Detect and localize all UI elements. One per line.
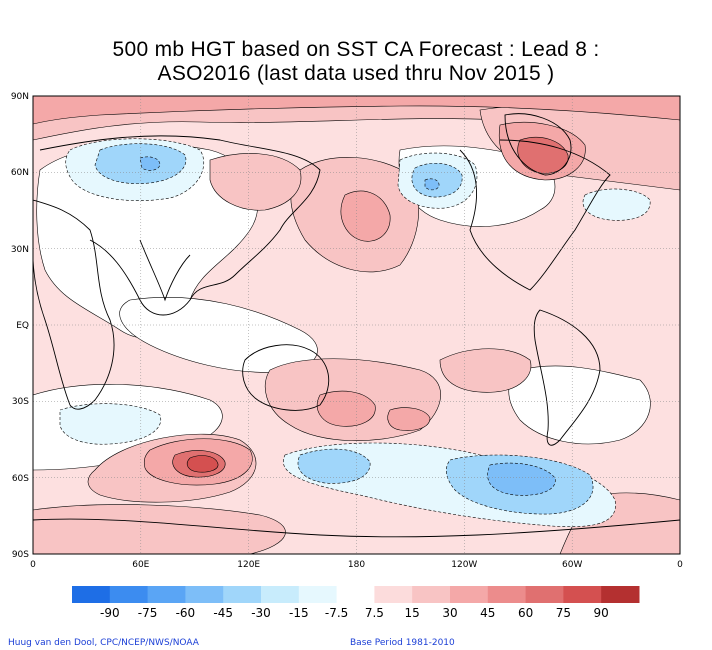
lon-label: 60W (562, 560, 582, 570)
lat-label: 60N (11, 168, 29, 178)
colorbar-tick-label: -60 (176, 606, 196, 620)
colorbar-swatch (261, 586, 300, 603)
colorbar-swatch (72, 586, 111, 603)
colorbar-swatch (601, 586, 640, 603)
lat-label: 60S (12, 474, 29, 484)
colorbar-tick-label: 45 (480, 606, 495, 620)
lon-label: 60E (132, 560, 149, 570)
lon-label: 180 (348, 560, 365, 570)
colorbar-tick-label: 15 (405, 606, 420, 620)
coastline-australia (242, 344, 330, 411)
colorbar-tick-label: 75 (556, 606, 571, 620)
colorbar-tick-label: 30 (442, 606, 457, 620)
coastline-india (139, 239, 191, 302)
negative-15-natl (582, 188, 651, 221)
coastline-antarctica (33, 518, 680, 538)
colorbar-tick-label: 60 (518, 606, 533, 620)
lat-axis-labels: 90N 60N 30N EQ 30S 60S 90S (11, 92, 29, 560)
colorbar-tick-label: 7.5 (365, 606, 384, 620)
chart-title: 500 mb HGT based on SST CA Forecast : Le… (0, 38, 712, 86)
negative-30-asia (94, 143, 187, 184)
negative-30-nepac (411, 162, 463, 198)
map-frame (32, 95, 681, 555)
colorbar-swatch (336, 586, 375, 603)
positive-60-indian (186, 455, 219, 473)
coastline-eurasia (39, 135, 321, 316)
colorbar-tick-label: -7.5 (325, 606, 348, 620)
coastlines (33, 113, 680, 538)
colorbar-swatch (109, 586, 149, 603)
coastline-north-america (459, 139, 611, 291)
colorbar-swatch (374, 586, 413, 603)
positive-region-siberia (209, 153, 302, 211)
colorbar-swatch (185, 586, 224, 603)
coastline-greenland (504, 113, 572, 176)
colorbar-swatch (223, 586, 262, 603)
lon-label: 0 (30, 560, 36, 570)
positive-30-npac (340, 190, 391, 242)
colorbar-tick-label: -30 (251, 606, 271, 620)
lat-label: EQ (16, 321, 29, 331)
colorbar-tick-label: -90 (100, 606, 120, 620)
colorbar-tick-label: -15 (289, 606, 309, 620)
base-period-credit: Base Period 1981-2010 (350, 638, 455, 648)
author-credit: Huug van den Dool, CPC/NCEP/NWS/NOAA (8, 638, 199, 648)
coastline-south-america (533, 309, 601, 446)
colorbar-swatch (298, 586, 338, 603)
colorbar-swatch (412, 586, 451, 603)
positive-30-tasman-east (387, 407, 431, 431)
colorbar-swatch (487, 586, 527, 603)
lon-label: 120E (237, 560, 260, 570)
title-line-2: ASO2016 (last data used thru Nov 2015 ) (157, 62, 555, 85)
lon-axis-labels: 0 60E 120E 180 120W 60W 0 (30, 560, 683, 570)
colorbar-tick-label: 90 (594, 606, 609, 620)
negative-45-s-pacific (487, 462, 556, 496)
colorbar-swatch (147, 586, 186, 603)
colorbar-swatch (525, 586, 564, 603)
lon-label: 0 (677, 560, 683, 570)
lat-label: 90S (12, 550, 29, 560)
lat-label: 30N (11, 245, 29, 255)
negative-45-nepac (424, 178, 440, 191)
negative-45-asia (139, 156, 161, 171)
coastline-africa (33, 199, 115, 410)
positive-30-arctic (33, 96, 680, 125)
lat-label: 30S (12, 397, 29, 407)
positive-60-regions (186, 455, 219, 473)
negative-30-s-pacific (297, 448, 371, 484)
negative-15-s-indian (59, 403, 162, 445)
lon-label: 120W (451, 560, 477, 570)
title-line-1: 500 mb HGT based on SST CA Forecast : Le… (112, 38, 600, 61)
lat-label: 90N (11, 92, 29, 102)
gridlines (33, 96, 680, 554)
colorbar-tick-label: -75 (138, 606, 158, 620)
colorbar-tick-label: -45 (213, 606, 233, 620)
colorbar-swatch (450, 586, 489, 603)
positive-30-tasman (316, 390, 376, 427)
negative-45-regions (139, 156, 556, 496)
positive-region-antarctic (33, 504, 286, 554)
colorbar-swatch (563, 586, 602, 603)
colorbar: -90 -75 -60 -45 -30 -15 -7.5 7.5 15 30 45 60 75 90 (72, 586, 640, 620)
positive-region-tropics-east (439, 348, 532, 393)
